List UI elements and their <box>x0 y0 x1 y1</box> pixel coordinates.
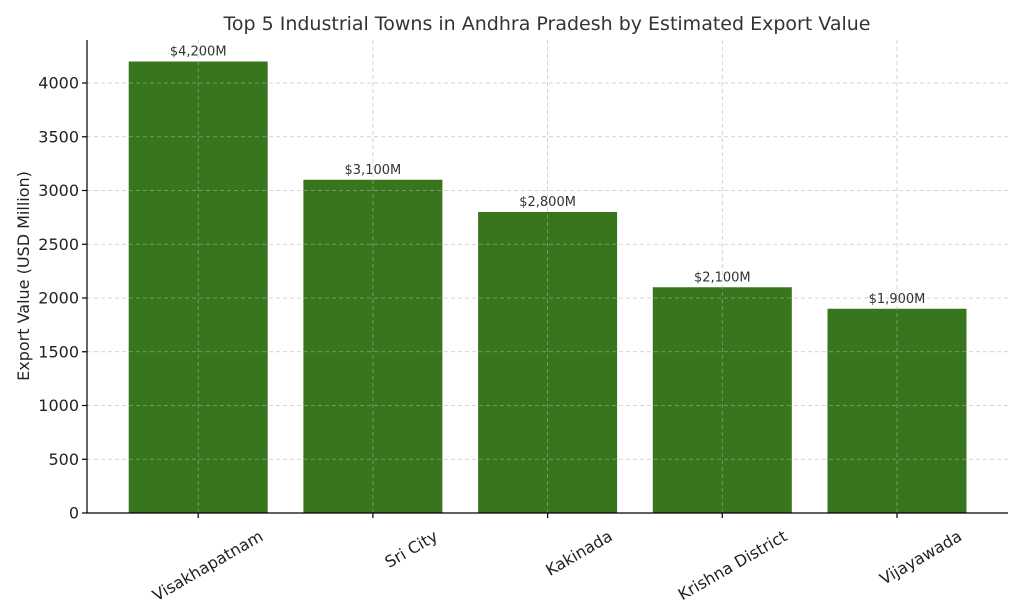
y-tick-label: 0 <box>69 504 79 523</box>
y-tick-label: 3500 <box>38 127 79 146</box>
x-tick-label: Vijayawada <box>876 526 965 588</box>
y-axis-label: Export Value (USD Million) <box>14 171 33 381</box>
y-tick-label: 1000 <box>38 396 79 415</box>
y-axis-ticks: 0 500 1000 1500 2000 2500 3000 3500 4000 <box>38 74 87 523</box>
y-tick-label: 4000 <box>38 74 79 93</box>
y-tick-label: 1500 <box>38 342 79 361</box>
x-tick-label: Kakinada <box>542 526 615 579</box>
y-tick-label: 500 <box>48 450 79 469</box>
x-tick-label: Sri City <box>381 526 440 571</box>
y-tick-label: 2500 <box>38 235 79 254</box>
data-labels: $4,200M $3,100M $2,800M $2,100M $1,900M <box>170 45 926 307</box>
x-axis-ticks: Visakhapatnam Sri City Kakinada Krishna Dis… <box>149 513 965 605</box>
x-tick-label: Visakhapatnam <box>149 526 266 605</box>
data-label: $1,900M <box>869 292 926 307</box>
x-tick-label: Krishna District <box>675 526 791 604</box>
y-tick-label: 2000 <box>38 289 79 308</box>
bar <box>303 179 443 513</box>
data-label: $4,200M <box>170 45 227 60</box>
data-label: $2,800M <box>519 195 576 210</box>
data-label: $3,100M <box>345 163 402 178</box>
data-label: $2,100M <box>694 270 751 285</box>
chart-title: Top 5 Industrial Towns in Andhra Pradesh… <box>223 13 871 35</box>
y-tick-label: 3000 <box>38 181 79 200</box>
grid-lines <box>87 40 1008 513</box>
